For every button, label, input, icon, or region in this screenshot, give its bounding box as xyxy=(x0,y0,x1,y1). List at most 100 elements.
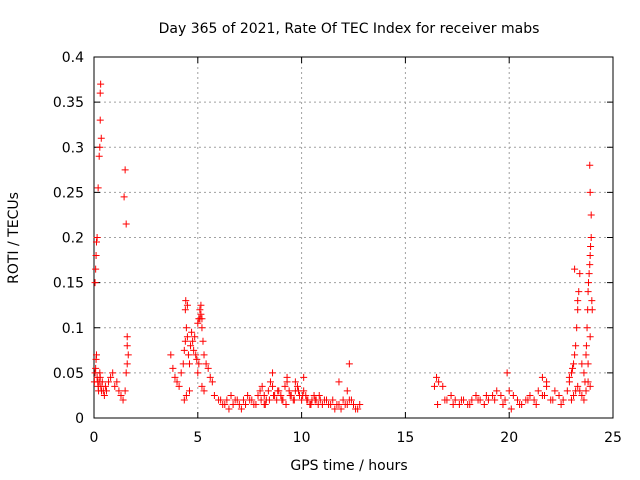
data-point xyxy=(200,351,208,359)
data-point xyxy=(181,337,189,345)
data-point xyxy=(291,378,299,386)
data-point xyxy=(540,391,548,399)
data-point xyxy=(177,369,185,377)
data-point xyxy=(350,400,357,408)
data-point xyxy=(585,279,593,287)
data-point xyxy=(260,400,268,408)
data-point xyxy=(206,373,214,381)
data-series-roti xyxy=(90,80,596,413)
data-point xyxy=(115,387,123,395)
data-point xyxy=(274,387,282,395)
x-tick-label: 10 xyxy=(293,430,311,446)
data-point xyxy=(356,400,364,408)
data-point xyxy=(185,387,193,395)
data-point xyxy=(182,324,190,332)
data-point xyxy=(175,382,183,390)
data-point xyxy=(227,391,235,399)
data-point xyxy=(449,400,457,408)
data-point xyxy=(474,396,482,404)
data-point xyxy=(257,396,265,404)
data-point xyxy=(123,333,131,341)
data-point xyxy=(282,400,290,408)
x-tick-label: 0 xyxy=(90,430,99,446)
data-point xyxy=(583,324,591,332)
data-point xyxy=(92,265,100,273)
data-point xyxy=(587,211,595,219)
data-point xyxy=(578,360,586,368)
data-point xyxy=(173,378,181,386)
data-point xyxy=(184,351,192,359)
data-point xyxy=(100,391,108,399)
data-point xyxy=(260,391,268,399)
data-point xyxy=(270,391,278,399)
data-point xyxy=(455,400,463,408)
data-point xyxy=(345,360,353,368)
data-point xyxy=(208,378,216,386)
data-point xyxy=(574,297,582,305)
data-point xyxy=(587,243,595,251)
data-point xyxy=(557,400,565,408)
data-point xyxy=(198,315,206,323)
y-tick-label: 0.05 xyxy=(53,366,84,382)
data-point xyxy=(555,391,563,399)
data-point xyxy=(582,351,590,359)
data-point xyxy=(256,387,264,395)
data-point xyxy=(265,396,273,404)
y-tick-label: 0.35 xyxy=(53,95,84,111)
data-point xyxy=(320,396,328,404)
data-point xyxy=(354,405,362,413)
data-point xyxy=(586,188,594,196)
data-point xyxy=(229,400,237,408)
data-point xyxy=(197,310,205,318)
data-point xyxy=(588,297,596,305)
data-point xyxy=(98,378,106,386)
data-point xyxy=(123,360,131,368)
data-point xyxy=(185,360,193,368)
y-tick-label: 0 xyxy=(75,411,84,427)
data-point xyxy=(169,364,177,372)
data-point xyxy=(574,306,582,314)
x-axis-label: GPS time / hours xyxy=(290,458,407,474)
data-point xyxy=(569,364,577,372)
data-point xyxy=(433,373,441,381)
data-point xyxy=(563,387,571,395)
data-point xyxy=(101,382,109,390)
data-point xyxy=(199,337,207,345)
data-point xyxy=(96,116,104,124)
data-point xyxy=(551,387,559,395)
data-point xyxy=(188,328,196,336)
data-point xyxy=(586,333,594,341)
chart-title: Day 365 of 2021, Rate Of TEC Index for r… xyxy=(159,21,540,37)
data-point xyxy=(341,400,349,408)
y-tick-label: 0.15 xyxy=(53,276,84,292)
data-point xyxy=(95,152,103,160)
data-point xyxy=(549,396,557,404)
data-point xyxy=(124,351,132,359)
data-point xyxy=(264,387,272,395)
data-point xyxy=(584,288,592,296)
data-point xyxy=(180,346,188,354)
data-point xyxy=(269,369,277,377)
data-point xyxy=(572,342,580,350)
data-point xyxy=(285,387,293,395)
data-point xyxy=(293,382,301,390)
data-point xyxy=(266,378,274,386)
data-point xyxy=(183,333,191,341)
data-point xyxy=(92,252,100,260)
data-point xyxy=(96,143,104,151)
data-point xyxy=(277,391,285,399)
data-point xyxy=(196,306,204,314)
data-point xyxy=(180,396,188,404)
data-point xyxy=(578,391,586,399)
data-point xyxy=(92,364,100,372)
data-point xyxy=(200,387,208,395)
data-point xyxy=(565,373,573,381)
data-point xyxy=(97,134,105,142)
x-tick-label: 15 xyxy=(396,430,414,446)
data-point xyxy=(582,342,590,350)
data-point xyxy=(198,324,206,332)
data-point xyxy=(586,382,594,390)
data-point xyxy=(290,396,298,404)
data-point xyxy=(484,396,492,404)
data-point xyxy=(343,387,351,395)
